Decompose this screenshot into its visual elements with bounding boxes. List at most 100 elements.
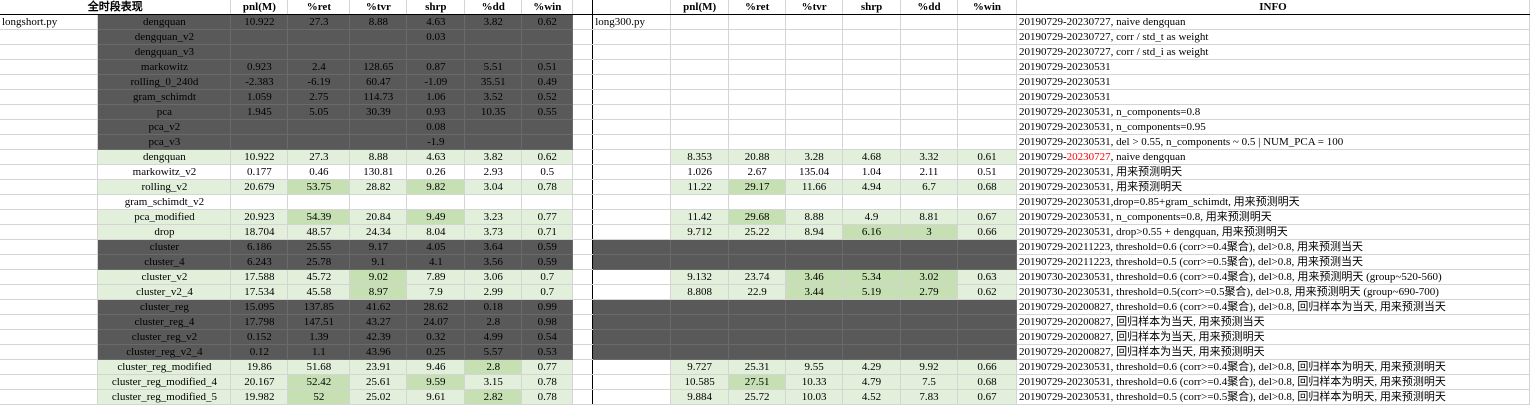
file-cell-right[interactable] — [592, 254, 672, 270]
right-shrp-cell[interactable] — [842, 134, 902, 150]
left-ret-cell[interactable]: 2.75 — [287, 89, 351, 105]
right-ret-cell[interactable] — [728, 59, 787, 75]
left-ret-cell[interactable]: 1.39 — [287, 329, 351, 345]
right-ret-cell[interactable]: 23.74 — [728, 269, 787, 285]
left-pnlM-cell[interactable] — [230, 119, 289, 135]
left-pnlM-cell[interactable]: 10.922 — [230, 14, 289, 30]
file-cell-right[interactable] — [592, 359, 672, 375]
left-pnlM-cell[interactable]: 1.059 — [230, 89, 289, 105]
file-cell-right[interactable] — [592, 119, 672, 135]
info-cell[interactable]: 20190729-20230531, threshold=0.6 (corr>=… — [1015, 359, 1530, 375]
gap-cell[interactable] — [572, 164, 594, 180]
right-tvr-cell[interactable] — [785, 134, 844, 150]
info-cell[interactable]: 20190729-20230531, n_components=0.8, 用来预… — [1015, 209, 1530, 225]
left-dd-cell[interactable]: 2.8 — [464, 359, 523, 375]
info-cell[interactable]: 20190729-20230531,drop=0.85+gram_schimdt… — [1015, 194, 1530, 210]
left-dd-cell[interactable]: 35.51 — [464, 74, 523, 90]
file-cell-left[interactable]: longshort.py — [0, 14, 99, 30]
left-dd-cell[interactable] — [464, 119, 523, 135]
method-name-cell[interactable]: gram_schimdt_v2 — [97, 194, 232, 210]
left-shrp-cell[interactable]: 9.82 — [406, 179, 466, 195]
file-cell-right[interactable] — [592, 224, 672, 240]
left-dd-cell[interactable]: 3.04 — [464, 179, 523, 195]
left-tvr-cell[interactable] — [349, 44, 408, 60]
right-dd-cell[interactable]: 6.7 — [900, 179, 958, 195]
right-tvr-cell[interactable] — [785, 194, 844, 210]
file-cell-left[interactable] — [0, 74, 99, 90]
left-tvr-cell[interactable] — [349, 119, 408, 135]
file-cell-left[interactable] — [0, 59, 99, 75]
left-win-cell[interactable]: 0.78 — [521, 374, 574, 390]
header-left-ret[interactable]: %ret — [287, 0, 351, 15]
right-tvr-cell[interactable]: 135.04 — [785, 164, 844, 180]
file-cell-right[interactable] — [592, 374, 672, 390]
right-dd-cell[interactable]: 7.5 — [900, 374, 958, 390]
right-ret-cell[interactable] — [728, 74, 787, 90]
method-name-cell[interactable]: cluster — [97, 239, 232, 255]
right-tvr-cell[interactable]: 11.66 — [785, 179, 844, 195]
left-shrp-cell[interactable]: 9.61 — [406, 389, 466, 405]
right-pnlM-cell[interactable] — [670, 194, 730, 210]
left-pnlM-cell[interactable]: 1.945 — [230, 104, 289, 120]
right-win-cell[interactable] — [957, 119, 1017, 135]
left-pnlM-cell[interactable]: 17.798 — [230, 314, 289, 330]
left-ret-cell[interactable]: 51.68 — [287, 359, 351, 375]
info-cell[interactable]: 20190729-20230727, corr / std_t as weigh… — [1015, 29, 1530, 45]
left-win-cell[interactable]: 0.55 — [521, 104, 574, 120]
header-left-shrp[interactable]: shrp — [406, 0, 466, 15]
file-cell-right[interactable]: long300.py — [592, 14, 672, 30]
left-pnlM-cell[interactable] — [230, 29, 289, 45]
method-name-cell[interactable]: markowitz_v2 — [97, 164, 232, 180]
right-shrp-cell[interactable]: 4.68 — [842, 149, 902, 165]
right-win-cell[interactable] — [957, 314, 1017, 330]
info-cell[interactable]: 20190729-20230531, threshold=0.6 (corr>=… — [1015, 374, 1530, 390]
right-dd-cell[interactable] — [900, 239, 958, 255]
left-win-cell[interactable]: 0.53 — [521, 344, 574, 360]
left-shrp-cell[interactable]: 0.03 — [406, 29, 466, 45]
left-dd-cell[interactable]: 3.82 — [464, 149, 523, 165]
gap-cell[interactable] — [572, 44, 594, 60]
right-tvr-cell[interactable] — [785, 119, 844, 135]
right-dd-cell[interactable] — [900, 29, 958, 45]
info-cell[interactable]: 20190729-20211223, threshold=0.5 (corr>=… — [1015, 254, 1530, 270]
right-win-cell[interactable] — [957, 329, 1017, 345]
right-tvr-cell[interactable]: 10.03 — [785, 389, 844, 405]
left-win-cell[interactable] — [521, 119, 574, 135]
left-win-cell[interactable]: 0.49 — [521, 74, 574, 90]
left-tvr-cell[interactable]: 43.96 — [349, 344, 408, 360]
info-cell[interactable]: 20190730-20230531, threshold=0.5(corr>=0… — [1015, 284, 1530, 300]
gap-cell[interactable] — [572, 104, 594, 120]
left-win-cell[interactable]: 0.54 — [521, 329, 574, 345]
left-ret-cell[interactable]: 5.05 — [287, 104, 351, 120]
left-dd-cell[interactable]: 3.64 — [464, 239, 523, 255]
file-cell-right[interactable] — [592, 134, 672, 150]
right-ret-cell[interactable] — [728, 89, 787, 105]
right-win-cell[interactable] — [957, 344, 1017, 360]
file-cell-left[interactable] — [0, 314, 99, 330]
left-pnlM-cell[interactable]: 17.588 — [230, 269, 289, 285]
left-pnlM-cell[interactable]: 19.982 — [230, 389, 289, 405]
info-cell[interactable]: 20190729-20230531, n_components=0.8 — [1015, 104, 1530, 120]
right-pnlM-cell[interactable] — [670, 29, 730, 45]
right-ret-cell[interactable] — [728, 44, 787, 60]
left-pnlM-cell[interactable]: 10.922 — [230, 149, 289, 165]
left-tvr-cell[interactable]: 9.02 — [349, 269, 408, 285]
header-left-tvr[interactable]: %tvr — [349, 0, 408, 15]
right-ret-cell[interactable] — [728, 14, 787, 30]
left-tvr-cell[interactable]: 28.82 — [349, 179, 408, 195]
left-shrp-cell[interactable]: 4.63 — [406, 14, 466, 30]
gap-cell[interactable] — [572, 59, 594, 75]
left-ret-cell[interactable]: 1.1 — [287, 344, 351, 360]
left-tvr-cell[interactable]: 20.84 — [349, 209, 408, 225]
right-tvr-cell[interactable] — [785, 44, 844, 60]
right-win-cell[interactable]: 0.62 — [957, 284, 1017, 300]
gap-cell[interactable] — [572, 14, 594, 30]
left-win-cell[interactable]: 0.52 — [521, 89, 574, 105]
left-ret-cell[interactable] — [287, 134, 351, 150]
left-dd-cell[interactable]: 5.51 — [464, 59, 523, 75]
left-ret-cell[interactable]: 48.57 — [287, 224, 351, 240]
file-cell-left[interactable] — [0, 119, 99, 135]
left-win-cell[interactable]: 0.77 — [521, 359, 574, 375]
file-cell-right[interactable] — [592, 44, 672, 60]
right-ret-cell[interactable] — [728, 239, 787, 255]
